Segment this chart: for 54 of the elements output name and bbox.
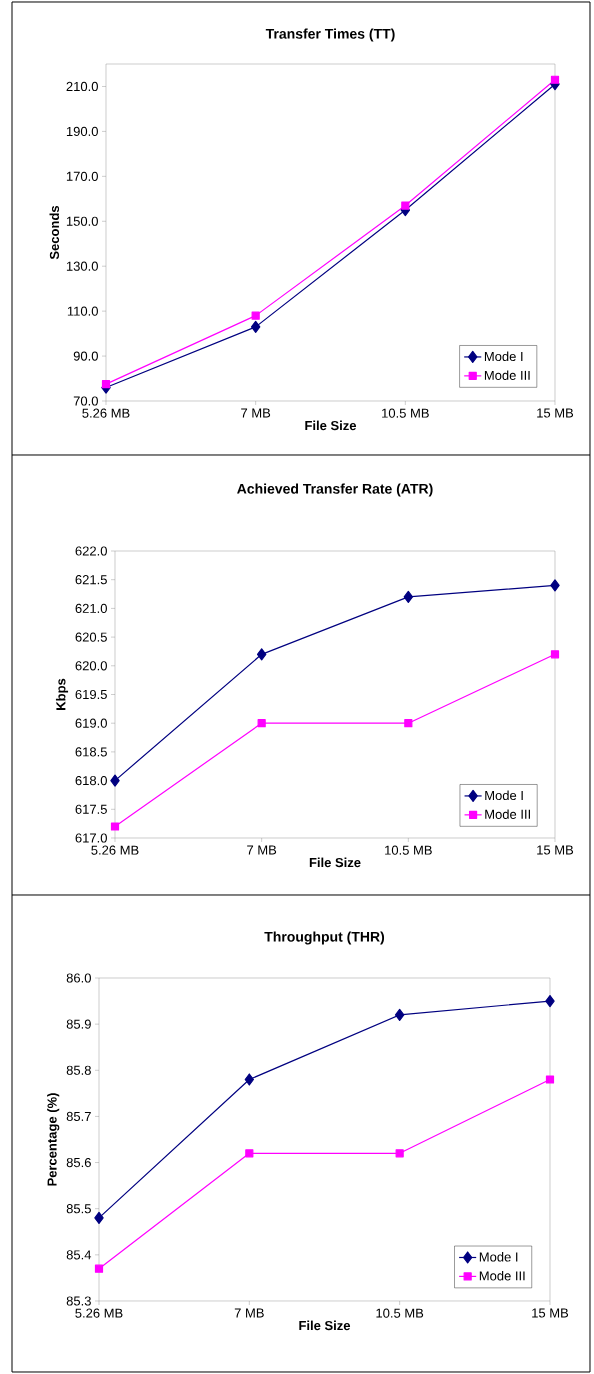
chart-title: Transfer Times (TT) bbox=[265, 28, 395, 42]
x-tick-label: 5.26 MB bbox=[91, 845, 139, 855]
y-axis-title: Kbps bbox=[55, 678, 69, 710]
y-tick-label: 130.0 bbox=[66, 261, 98, 271]
x-tick-label: 5.26 MB bbox=[82, 408, 130, 418]
y-tick-label: 170.0 bbox=[66, 171, 98, 181]
y-tick-label: 617.5 bbox=[75, 804, 107, 814]
legend-label: Mode I bbox=[484, 351, 523, 362]
legend-label: Mode I bbox=[479, 1252, 518, 1262]
y-tick-label: 85.7 bbox=[66, 1111, 91, 1122]
y-tick-label: 90.0 bbox=[73, 351, 98, 361]
y-tick-label: 190.0 bbox=[66, 126, 98, 136]
y-tick-label: 620.5 bbox=[75, 632, 107, 642]
y-tick-label: 85.8 bbox=[66, 1065, 91, 1075]
x-tick-label: 15 MB bbox=[537, 845, 574, 855]
y-tick-label: 85.6 bbox=[66, 1157, 91, 1168]
legend-label: Mode III bbox=[485, 809, 530, 819]
y-tick-label: 621.5 bbox=[75, 575, 107, 585]
y-tick-label: 85.3 bbox=[66, 1296, 91, 1306]
x-tick-label: 15 MB bbox=[532, 1308, 569, 1318]
y-tick-label: 210.0 bbox=[66, 81, 98, 92]
x-axis-title: File Size bbox=[299, 1320, 351, 1331]
y-tick-label: 70.0 bbox=[73, 396, 98, 406]
y-tick-label: 150.0 bbox=[66, 216, 98, 226]
x-axis-title: File Size bbox=[305, 420, 357, 431]
y-tick-label: 622.0 bbox=[75, 546, 107, 556]
y-tick-label: 621.0 bbox=[75, 603, 107, 613]
legend-label: Mode I bbox=[485, 790, 523, 801]
legend-label: Mode III bbox=[484, 370, 530, 380]
y-tick-label: 110.0 bbox=[67, 306, 98, 316]
x-tick-label: 10.5 MB bbox=[382, 408, 429, 418]
y-tick-label: 619.0 bbox=[75, 718, 107, 728]
x-tick-label: 7 MB bbox=[247, 845, 277, 855]
y-axis-title: Percentage (%) bbox=[47, 1093, 60, 1186]
x-tick-label: 10.5 MB bbox=[385, 845, 432, 855]
x-tick-label: 10.5 MB bbox=[376, 1308, 424, 1318]
y-tick-label: 617.0 bbox=[75, 833, 107, 843]
y-tick-label: 620.0 bbox=[75, 661, 107, 671]
x-axis-title: File Size bbox=[309, 857, 361, 868]
chart-title: Achieved Transfer Rate (ATR) bbox=[237, 483, 433, 497]
y-tick-label: 619.5 bbox=[75, 689, 107, 700]
x-tick-label: 7 MB bbox=[234, 1308, 264, 1318]
x-tick-label: 7 MB bbox=[241, 408, 271, 418]
y-tick-label: 618.0 bbox=[75, 775, 107, 786]
chart-title: Throughput (THR) bbox=[264, 931, 385, 945]
y-tick-label: 85.5 bbox=[66, 1204, 91, 1214]
y-axis-title: Seconds bbox=[49, 205, 60, 260]
x-tick-label: 15 MB bbox=[537, 408, 574, 418]
y-tick-label: 618.5 bbox=[75, 747, 107, 757]
x-tick-label: 5.26 MB bbox=[75, 1308, 123, 1318]
legend-label: Mode III bbox=[479, 1270, 525, 1281]
y-tick-label: 85.4 bbox=[66, 1250, 92, 1260]
y-tick-label: 86.0 bbox=[66, 973, 91, 983]
y-tick-label: 85.9 bbox=[66, 1019, 91, 1029]
